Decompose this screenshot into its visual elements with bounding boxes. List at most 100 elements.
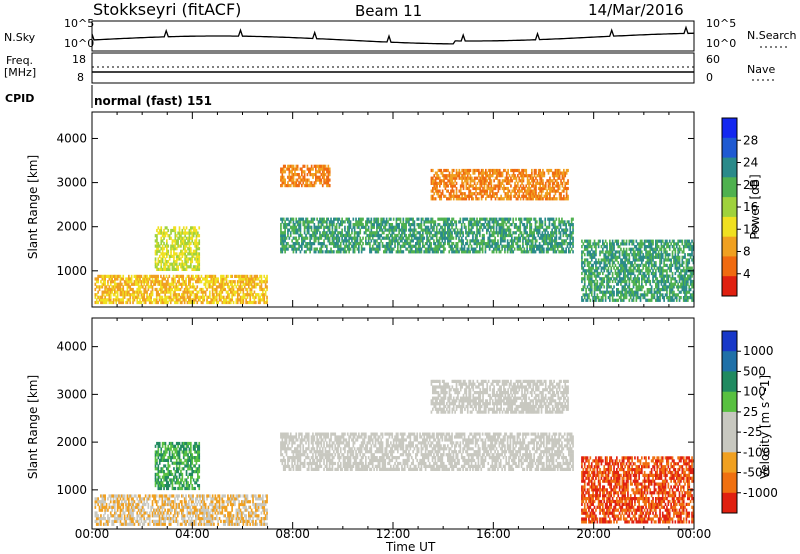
data-cell xyxy=(143,298,146,302)
data-cell xyxy=(614,239,617,243)
data-cell xyxy=(225,298,228,302)
data-cell xyxy=(504,168,507,173)
data-cell xyxy=(617,271,620,276)
data-cell xyxy=(671,250,674,254)
data-cell xyxy=(486,231,488,235)
data-cell xyxy=(663,298,665,302)
data-cell xyxy=(436,174,438,178)
data-cell xyxy=(246,277,249,281)
data-cell xyxy=(588,288,590,292)
data-cell xyxy=(476,217,478,221)
data-cell xyxy=(315,164,317,168)
data-cell xyxy=(638,271,640,276)
data-cell xyxy=(518,189,521,193)
data-cell xyxy=(559,231,562,235)
data-cell xyxy=(525,174,528,178)
data-cell xyxy=(317,223,320,227)
data-cell xyxy=(459,228,462,232)
data-cell xyxy=(618,245,621,249)
nave-right-tick-top: 60 xyxy=(706,53,720,66)
data-cell xyxy=(455,174,458,178)
data-cell xyxy=(674,293,677,297)
data-cell xyxy=(348,220,350,224)
data-cell xyxy=(547,179,550,183)
data-cell xyxy=(257,282,260,286)
data-cell xyxy=(477,220,480,224)
data-cell xyxy=(535,192,537,196)
data-cell xyxy=(334,217,337,221)
data-cell xyxy=(151,290,154,294)
data-cell xyxy=(543,242,545,246)
data-cell xyxy=(298,220,300,224)
data-cell xyxy=(195,274,197,278)
data-cell xyxy=(659,279,661,284)
data-cell xyxy=(352,242,355,246)
data-cell xyxy=(444,174,447,178)
data-cell xyxy=(508,217,510,221)
data-cell xyxy=(558,228,560,232)
data-cell xyxy=(678,290,681,294)
data-cell xyxy=(366,233,369,238)
data-cell xyxy=(213,293,215,297)
data-cell xyxy=(482,168,484,173)
data-cell xyxy=(129,285,132,289)
data-cell xyxy=(225,274,228,278)
data-cell xyxy=(540,244,542,248)
data-cell xyxy=(391,228,394,232)
data-cell xyxy=(101,298,104,302)
data-cell xyxy=(157,226,160,230)
data-cell xyxy=(505,194,508,198)
data-cell xyxy=(333,217,335,221)
data-cell xyxy=(235,290,238,294)
data-cell xyxy=(104,280,106,284)
data-cell xyxy=(493,186,495,191)
data-cell xyxy=(250,280,253,284)
data-cell xyxy=(309,239,311,243)
data-cell xyxy=(666,277,668,281)
data-cell xyxy=(457,171,459,175)
data-cell xyxy=(367,228,370,232)
data-cell xyxy=(161,252,164,256)
data-cell xyxy=(488,247,491,251)
data-cell xyxy=(480,217,483,221)
data-cell xyxy=(424,225,427,229)
data-cell xyxy=(321,167,324,171)
data-cell xyxy=(123,282,126,286)
data-cell xyxy=(166,262,168,266)
data-cell xyxy=(225,290,228,294)
data-cell xyxy=(521,181,523,185)
data-cell xyxy=(327,173,330,177)
data-cell xyxy=(399,220,402,224)
nsearch-label: N.Search xyxy=(747,29,797,42)
data-cell xyxy=(469,181,472,185)
data-cell xyxy=(222,280,225,284)
data-cell xyxy=(581,261,583,265)
data-cell xyxy=(482,189,484,193)
data-cell xyxy=(154,244,157,248)
data-cell xyxy=(323,167,325,171)
data-cell xyxy=(472,223,474,227)
data-cell xyxy=(504,247,506,251)
data-cell xyxy=(108,277,111,281)
data-cell xyxy=(410,250,413,254)
data-cell xyxy=(659,258,661,262)
data-cell xyxy=(162,290,165,294)
data-cell xyxy=(554,171,557,175)
data-cell xyxy=(323,233,325,238)
data-cell xyxy=(263,274,266,278)
data-cell xyxy=(362,236,364,240)
data-cell xyxy=(281,236,284,240)
data-cell xyxy=(245,282,247,286)
data-cell xyxy=(163,231,165,235)
data-cell xyxy=(652,296,654,300)
data-cell xyxy=(154,257,157,261)
data-cell xyxy=(616,274,618,278)
data-cell xyxy=(462,184,465,188)
data-cell xyxy=(524,236,527,240)
data-cell xyxy=(155,290,158,294)
data-cell xyxy=(164,293,166,297)
data-cell xyxy=(677,253,679,257)
data-cell xyxy=(618,271,621,276)
data-cell xyxy=(144,287,147,292)
data-cell xyxy=(338,231,341,235)
